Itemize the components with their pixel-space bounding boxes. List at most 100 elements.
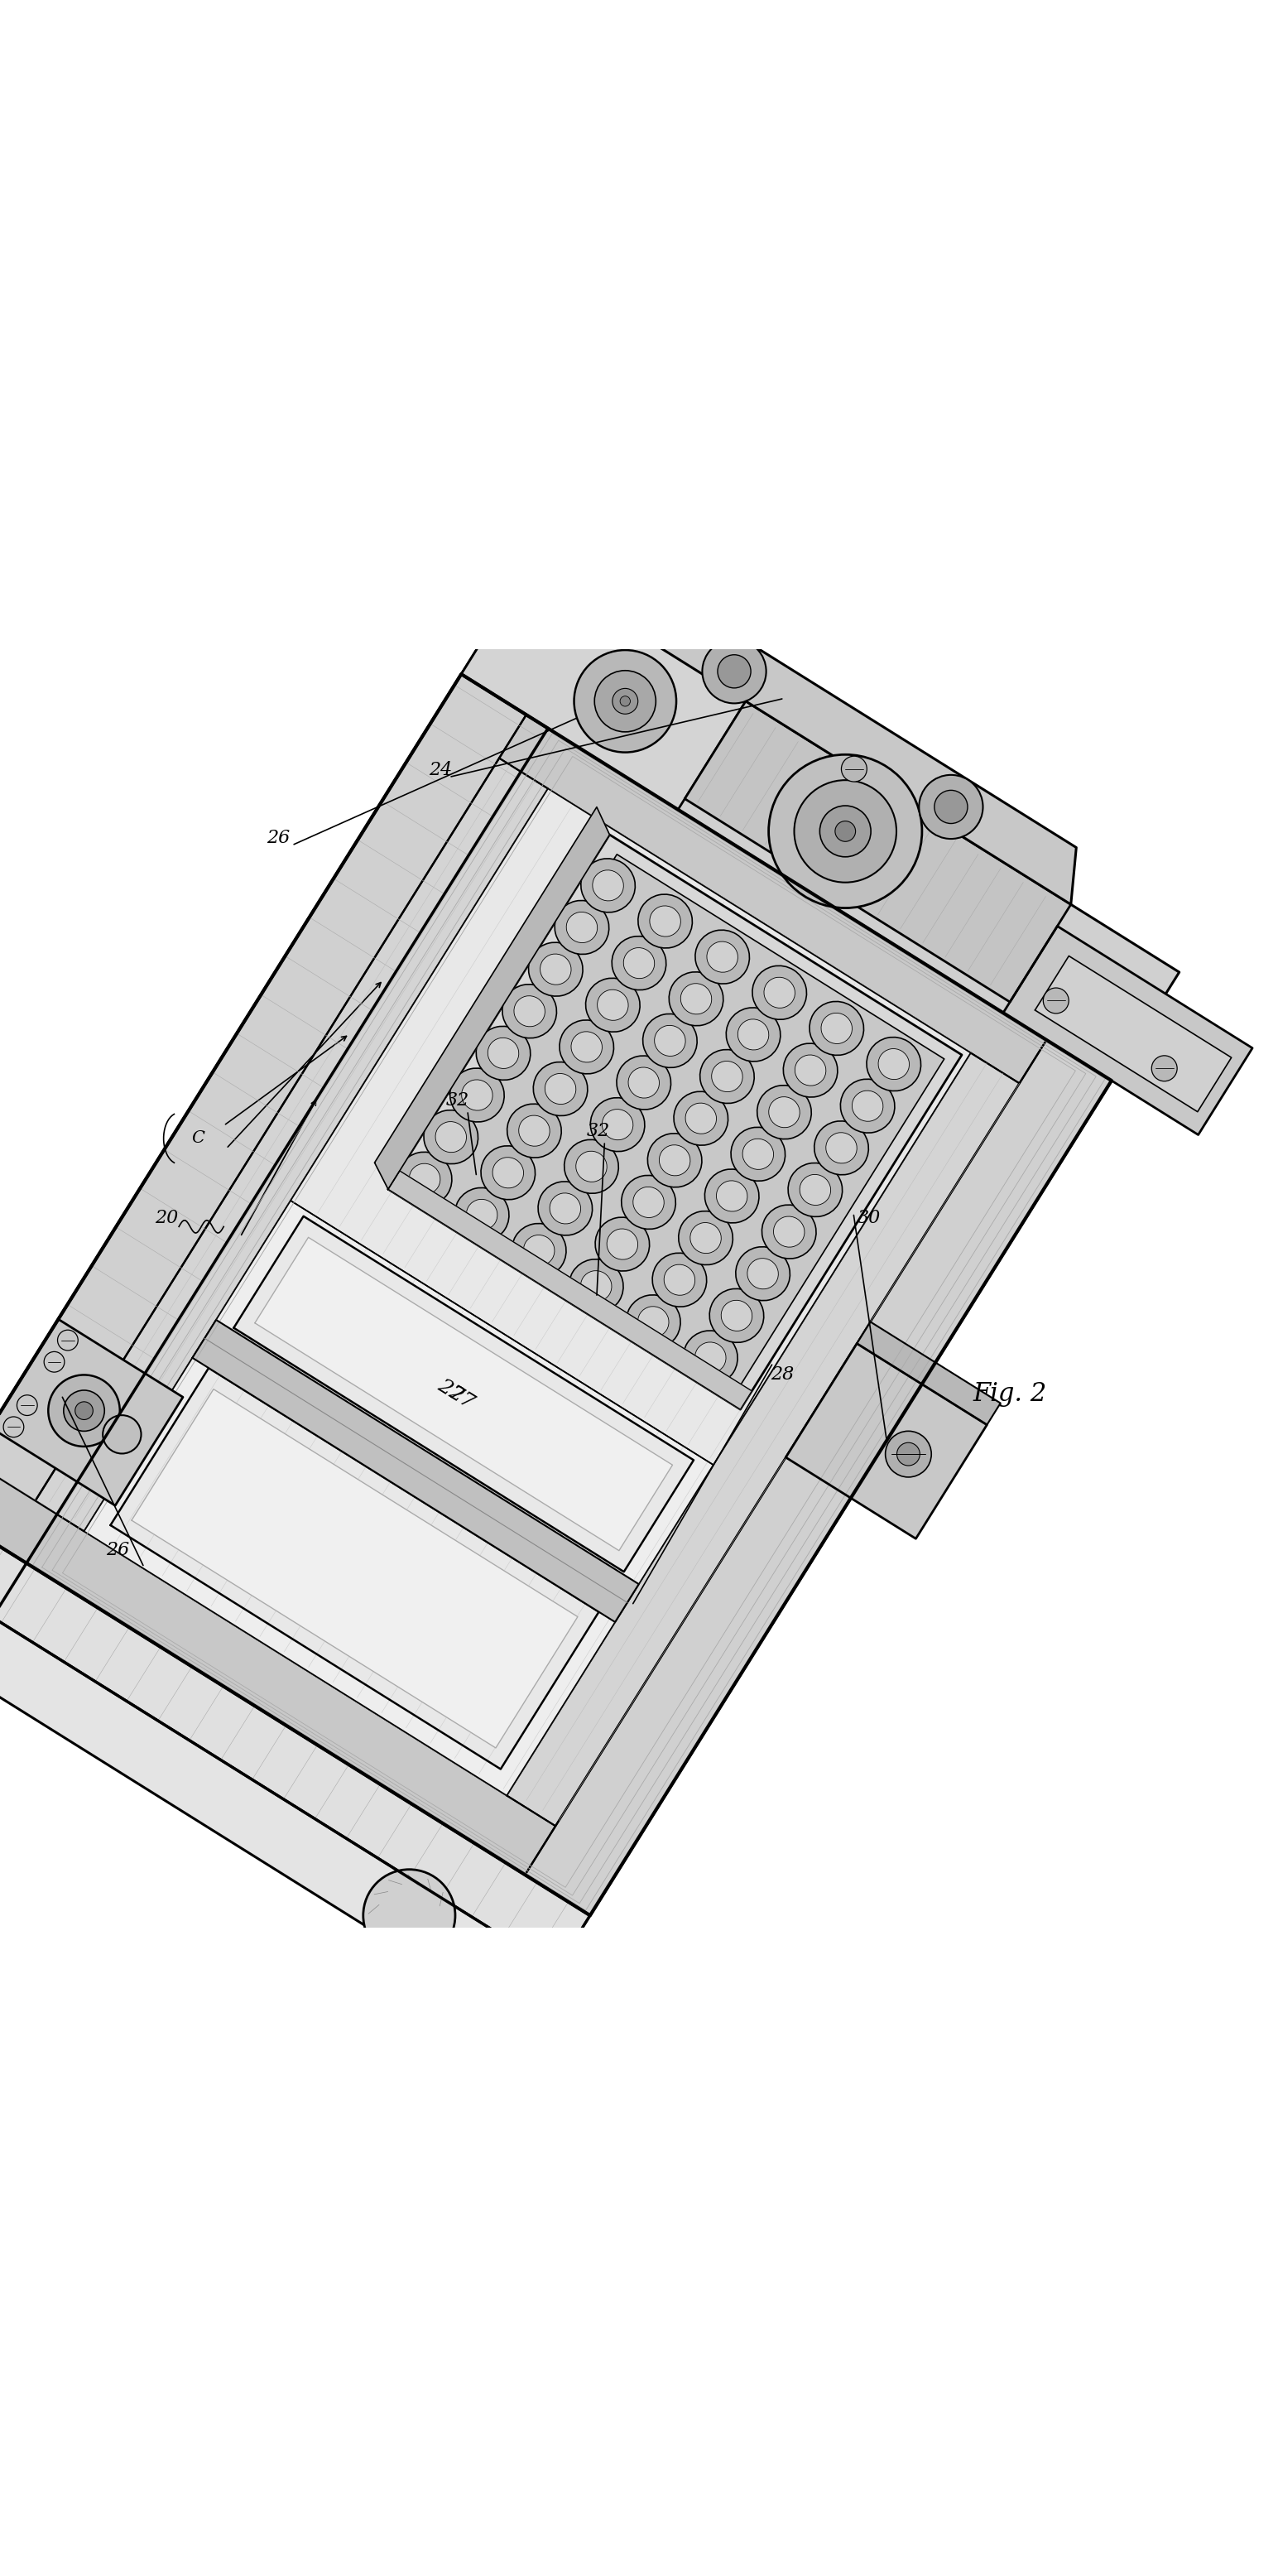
Ellipse shape — [764, 976, 795, 1007]
Ellipse shape — [695, 1342, 726, 1373]
Text: 20: 20 — [155, 1208, 178, 1226]
Polygon shape — [535, 1937, 663, 2056]
Polygon shape — [290, 788, 971, 1466]
Ellipse shape — [566, 912, 597, 943]
Ellipse shape — [502, 984, 557, 1038]
Ellipse shape — [826, 1133, 856, 1164]
Ellipse shape — [704, 1170, 759, 1224]
Polygon shape — [786, 1345, 987, 1538]
Circle shape — [1151, 1056, 1177, 1082]
Circle shape — [43, 1352, 64, 1373]
Circle shape — [102, 1414, 141, 1453]
Ellipse shape — [769, 1097, 800, 1128]
Ellipse shape — [533, 1061, 588, 1115]
Ellipse shape — [409, 1164, 440, 1195]
Text: 24: 24 — [429, 760, 452, 781]
Polygon shape — [461, 567, 1180, 1079]
Text: 27: 27 — [435, 1376, 466, 1406]
Polygon shape — [193, 1319, 639, 1623]
Ellipse shape — [569, 1260, 624, 1314]
Ellipse shape — [726, 1007, 781, 1061]
Polygon shape — [0, 1319, 183, 1504]
Ellipse shape — [814, 1121, 869, 1175]
Text: Fig. 2: Fig. 2 — [973, 1381, 1047, 1406]
Ellipse shape — [736, 1247, 790, 1301]
Ellipse shape — [626, 1296, 680, 1350]
Ellipse shape — [466, 1200, 497, 1229]
Ellipse shape — [550, 1193, 580, 1224]
Ellipse shape — [674, 1092, 728, 1146]
Ellipse shape — [581, 858, 635, 912]
Text: 32: 32 — [446, 1092, 469, 1110]
Polygon shape — [254, 1236, 672, 1551]
Circle shape — [897, 1443, 920, 1466]
Ellipse shape — [621, 1175, 676, 1229]
Ellipse shape — [638, 894, 693, 948]
Ellipse shape — [665, 1265, 695, 1296]
Ellipse shape — [607, 1229, 638, 1260]
Polygon shape — [461, 544, 759, 809]
Ellipse shape — [541, 953, 571, 984]
Circle shape — [64, 1391, 105, 1432]
Polygon shape — [27, 729, 1112, 1917]
Circle shape — [4, 1417, 24, 1437]
Ellipse shape — [878, 1048, 909, 1079]
Ellipse shape — [481, 1146, 535, 1200]
Text: 26: 26 — [267, 829, 290, 848]
Ellipse shape — [679, 1211, 732, 1265]
Ellipse shape — [565, 1139, 619, 1193]
Ellipse shape — [789, 1162, 842, 1216]
Circle shape — [703, 639, 767, 703]
Polygon shape — [389, 1172, 751, 1409]
Ellipse shape — [762, 1206, 817, 1260]
Ellipse shape — [695, 930, 749, 984]
Ellipse shape — [477, 1025, 530, 1079]
Ellipse shape — [649, 907, 681, 938]
Circle shape — [49, 1376, 120, 1448]
Polygon shape — [0, 1510, 590, 1971]
Ellipse shape — [596, 1218, 649, 1270]
Polygon shape — [1003, 927, 1252, 1136]
Ellipse shape — [743, 1139, 773, 1170]
Circle shape — [612, 688, 638, 714]
Text: 32: 32 — [587, 1121, 610, 1139]
Polygon shape — [525, 1041, 1112, 1917]
Text: 30: 30 — [858, 1208, 881, 1226]
Ellipse shape — [612, 935, 666, 989]
Text: 28: 28 — [771, 1365, 794, 1383]
Ellipse shape — [524, 1234, 555, 1265]
Ellipse shape — [852, 1090, 883, 1121]
Ellipse shape — [585, 979, 640, 1033]
Ellipse shape — [624, 948, 654, 979]
Circle shape — [363, 1870, 455, 1960]
Ellipse shape — [560, 1020, 613, 1074]
Ellipse shape — [633, 1188, 665, 1218]
Ellipse shape — [712, 1061, 743, 1092]
Text: 26: 26 — [106, 1540, 129, 1558]
Circle shape — [794, 781, 896, 884]
Circle shape — [17, 1396, 37, 1414]
Ellipse shape — [571, 1030, 602, 1061]
Circle shape — [1043, 987, 1068, 1012]
Polygon shape — [36, 757, 548, 1530]
Ellipse shape — [717, 1180, 748, 1211]
Polygon shape — [389, 835, 962, 1409]
Ellipse shape — [757, 1084, 812, 1139]
Polygon shape — [0, 1461, 58, 1564]
Circle shape — [841, 757, 866, 781]
Ellipse shape — [685, 1103, 717, 1133]
Polygon shape — [507, 1054, 1020, 1826]
Polygon shape — [0, 675, 527, 1551]
Ellipse shape — [709, 1288, 764, 1342]
Ellipse shape — [737, 1020, 769, 1051]
Text: 27: 27 — [445, 1383, 478, 1412]
Circle shape — [594, 670, 656, 732]
Circle shape — [934, 791, 967, 824]
Polygon shape — [500, 714, 1047, 1084]
Ellipse shape — [707, 943, 737, 971]
Circle shape — [58, 1329, 78, 1350]
Circle shape — [886, 1432, 932, 1476]
Ellipse shape — [597, 989, 629, 1020]
Ellipse shape — [800, 1175, 831, 1206]
Polygon shape — [5, 1502, 556, 1875]
